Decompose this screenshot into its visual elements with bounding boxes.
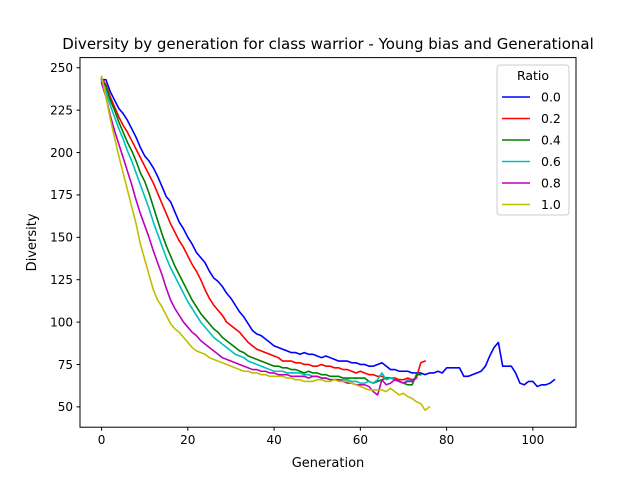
x-tick-label: 20 (180, 433, 195, 447)
legend-label: 0.4 (541, 133, 561, 148)
x-axis-label: Generation (292, 456, 365, 471)
x-tick-label: 100 (521, 433, 544, 447)
chart-title: Diversity by generation for class warrio… (62, 35, 594, 53)
y-tick-label: 250 (50, 61, 73, 75)
y-axis: 50 75 100 125 150 175 200 225 250 (50, 61, 80, 414)
series-line-0-2 (100, 76, 427, 381)
legend-items: 0.0 0.2 0.4 0.6 0.8 1.0 (502, 90, 561, 212)
y-tick-label: 75 (58, 358, 73, 372)
legend-label: 0.6 (541, 154, 561, 169)
legend-label: 1.0 (541, 197, 561, 212)
legend-label: 0.2 (541, 111, 561, 126)
y-tick-label: 175 (50, 188, 73, 202)
series-line-0-6 (100, 80, 418, 384)
y-tick-label: 200 (50, 146, 73, 160)
series-line-0-4 (100, 78, 422, 386)
legend: Ratio 0.0 0.2 0.4 0.6 0.8 1.0 (496, 64, 570, 216)
legend-box (496, 64, 570, 216)
x-tick-label: 0 (98, 433, 106, 447)
y-tick-label: 150 (50, 231, 73, 245)
legend-title: Ratio (517, 68, 549, 83)
x-tick-label: 80 (439, 433, 454, 447)
x-axis: 0 20 40 60 80 100 (98, 427, 544, 447)
y-tick-label: 100 (50, 315, 73, 329)
series-line-0-8 (100, 82, 418, 396)
y-tick-label: 125 (50, 273, 73, 287)
series-line-1-0 (100, 75, 431, 412)
x-tick-label: 60 (353, 433, 368, 447)
series-line-0-0 (100, 78, 556, 388)
y-axis-label: Diversity (25, 213, 40, 271)
legend-label: 0.8 (541, 176, 561, 191)
plot-area-frame (79, 57, 577, 428)
series-layer (100, 75, 556, 412)
y-tick-label: 225 (50, 103, 73, 117)
y-tick-label: 50 (58, 400, 73, 414)
legend-label: 0.0 (541, 90, 561, 105)
x-tick-label: 40 (266, 433, 281, 447)
